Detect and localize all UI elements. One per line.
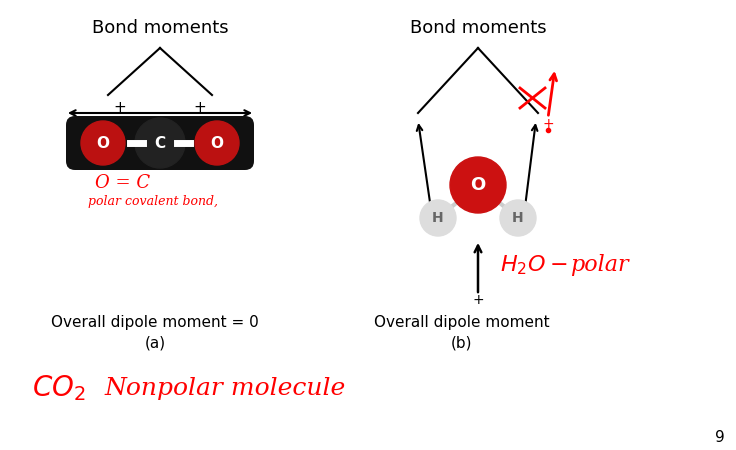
Text: C: C [155,135,166,150]
Circle shape [81,121,125,165]
Text: Bond moments: Bond moments [410,19,546,37]
Text: +: + [473,293,484,307]
Text: polar: polar [570,254,629,276]
Circle shape [420,200,456,236]
Text: $H_2O-$: $H_2O-$ [500,253,567,277]
Text: (b): (b) [451,336,473,351]
Circle shape [135,118,185,168]
Text: H: H [512,211,524,225]
Text: O: O [210,135,224,150]
Text: Bond moments: Bond moments [92,19,228,37]
Text: O: O [96,135,110,150]
Text: Overall dipole moment: Overall dipole moment [374,315,550,329]
Text: +: + [194,99,206,114]
Circle shape [500,200,536,236]
Text: 9: 9 [715,431,725,446]
Text: Overall dipole moment = 0: Overall dipole moment = 0 [51,315,259,329]
Text: Nonpolar molecule: Nonpolar molecule [105,377,346,400]
Circle shape [450,157,506,213]
Text: (a): (a) [144,336,166,351]
Text: +: + [542,117,553,131]
Text: $CO_2$: $CO_2$ [32,373,85,403]
Text: polar covalent bond,: polar covalent bond, [88,195,218,208]
Text: +: + [113,99,127,114]
Text: H: H [432,211,444,225]
Text: O = C: O = C [95,174,150,192]
Text: ×: × [521,223,531,233]
Circle shape [195,121,239,165]
Text: O: O [470,176,486,194]
Text: ×: × [425,223,435,233]
FancyBboxPatch shape [66,116,254,170]
